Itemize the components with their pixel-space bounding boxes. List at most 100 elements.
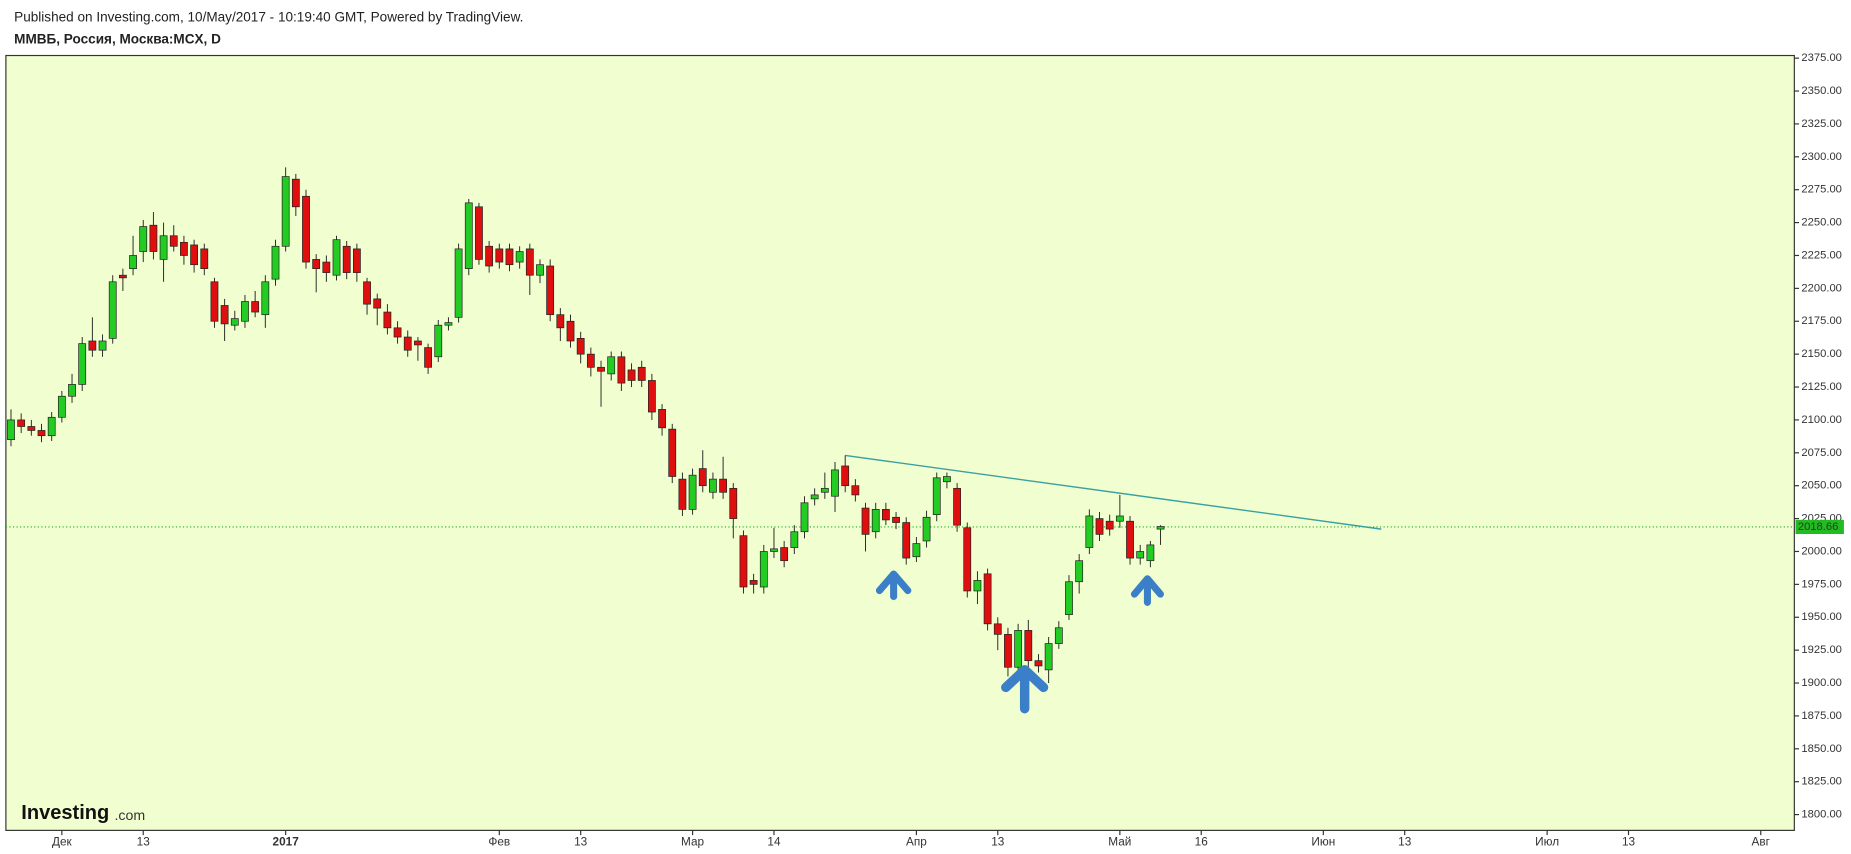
candle-body <box>627 369 636 381</box>
candle-body <box>1085 515 1094 548</box>
x-tick-label: 13 <box>1398 834 1412 848</box>
candle-body <box>515 251 524 263</box>
y-tick-label: 1975.00 <box>1801 578 1841 590</box>
candle-body <box>566 320 575 342</box>
candle-body <box>475 206 483 260</box>
candle-body <box>200 248 209 269</box>
candle-body <box>149 224 158 252</box>
candle-body <box>759 551 768 588</box>
candle-body <box>1065 581 1073 615</box>
x-tick-label: Авг <box>1752 834 1770 848</box>
candle-body <box>1044 643 1053 671</box>
candle-body <box>678 478 687 510</box>
candle-body <box>1075 560 1084 583</box>
last-price-box <box>1795 519 1844 535</box>
x-tick-label: Апр <box>906 834 927 848</box>
candle-body <box>495 248 504 263</box>
candle-body <box>169 235 178 247</box>
y-tick-label: 2375.00 <box>1801 52 1841 64</box>
candle-body <box>647 380 656 413</box>
candle-body <box>607 356 616 375</box>
y-tick-label: 2300.00 <box>1801 151 1841 163</box>
candle-body <box>37 430 46 437</box>
candle-body <box>302 195 310 263</box>
candle-body <box>393 327 402 338</box>
candle-body <box>312 259 321 269</box>
candle-body <box>1136 551 1145 559</box>
y-tick-label: 2275.00 <box>1801 184 1841 196</box>
candle-body <box>190 244 199 266</box>
candle-body <box>434 324 443 358</box>
x-tick-label: 13 <box>1622 834 1636 848</box>
y-tick-label: 2175.00 <box>1801 315 1841 327</box>
last-price-label: 2018.66 <box>1798 521 1838 533</box>
candle-body <box>698 468 707 487</box>
candle-body <box>881 509 890 521</box>
candle-body <box>1105 520 1114 530</box>
candle-body <box>658 409 666 429</box>
y-tick-label: 2250.00 <box>1801 217 1841 229</box>
candle-body <box>403 336 412 351</box>
x-tick-label: 2017 <box>273 834 300 848</box>
candle-body <box>902 522 911 559</box>
y-tick-label: 2000.00 <box>1801 545 1841 557</box>
candle-body <box>17 419 26 427</box>
candle-body <box>505 248 514 266</box>
candle-body <box>780 547 789 562</box>
candle-body <box>1054 627 1063 644</box>
candle-body <box>332 239 341 276</box>
candle-body <box>464 202 473 269</box>
candle-body <box>241 301 249 322</box>
candle-body <box>1126 520 1134 559</box>
candle-body <box>709 478 717 493</box>
candle-body <box>861 507 870 535</box>
y-tick-label: 2325.00 <box>1801 118 1841 130</box>
candle-body <box>47 416 56 437</box>
candle-body <box>129 255 137 269</box>
candle-body <box>586 353 595 368</box>
x-tick-label: Июл <box>1535 834 1559 848</box>
candle-body <box>373 298 382 309</box>
candle-body <box>973 580 982 592</box>
candle-body <box>414 340 422 346</box>
y-tick-label: 2100.00 <box>1801 414 1841 426</box>
y-tick-label: 2150.00 <box>1801 348 1841 360</box>
y-tick-label: 2225.00 <box>1801 249 1841 261</box>
candle-body <box>57 395 66 418</box>
plot-area <box>5 54 1795 831</box>
candle-body <box>383 311 392 329</box>
candle-body <box>719 478 728 493</box>
candle-body <box>790 531 799 548</box>
candle-body <box>993 623 1002 635</box>
marks: 1800.00 1825.00 1850.00 1875.00 1900.00 1925.… <box>5 52 1844 848</box>
candle-body <box>1014 630 1023 668</box>
candle-body <box>525 248 534 276</box>
candle-body <box>322 261 331 273</box>
candle-body <box>1146 544 1155 562</box>
y-tick-label: 1850.00 <box>1801 743 1841 755</box>
y-tick-label: 1925.00 <box>1801 644 1841 656</box>
candle-body <box>1034 660 1043 667</box>
published-note: Published on Investing.com, 10/May/2017 … <box>14 9 523 24</box>
y-tick-label: 1875.00 <box>1801 710 1841 722</box>
candle-body <box>210 281 219 322</box>
candle-body <box>78 343 87 385</box>
x-tick-label: 16 <box>1195 834 1209 848</box>
candle-body <box>352 248 361 273</box>
candle-body <box>108 281 117 339</box>
candle-body <box>485 245 494 267</box>
candle-body <box>576 338 585 355</box>
candle-body <box>281 176 290 247</box>
x-tick-label: 13 <box>574 834 588 848</box>
y-tick-label: 1800.00 <box>1801 809 1841 821</box>
y-tick-label: 1950.00 <box>1801 611 1841 623</box>
logo-brand: Investing <box>21 802 109 824</box>
candle-body <box>688 474 697 510</box>
candle-body <box>251 301 260 313</box>
candle-body <box>963 527 972 592</box>
candle-body <box>739 535 748 588</box>
candle-body <box>159 235 168 260</box>
x-tick-label: Дек <box>52 834 73 848</box>
y-tick-label: 2075.00 <box>1801 447 1841 459</box>
